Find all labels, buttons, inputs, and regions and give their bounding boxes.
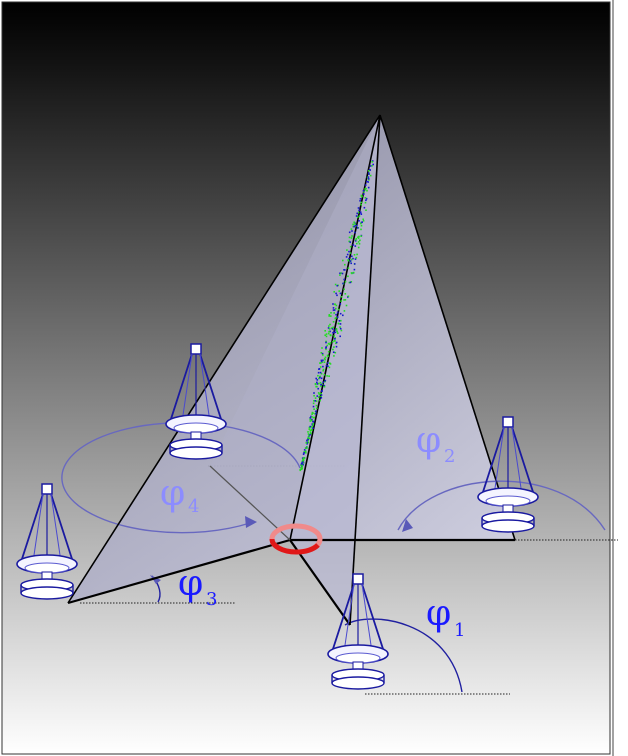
phi1-label: φ 1 xyxy=(426,593,465,641)
phi4-label: φ 4 xyxy=(160,473,199,517)
phi4-arc xyxy=(61,422,301,534)
phi3-label: φ 3 xyxy=(178,563,217,610)
shower-particles xyxy=(299,160,374,472)
svg-text:2: 2 xyxy=(444,446,455,467)
svg-text:4: 4 xyxy=(188,496,199,517)
svg-text:φ: φ xyxy=(426,593,451,634)
svg-text:φ: φ xyxy=(416,420,441,461)
svg-text:1: 1 xyxy=(454,620,465,641)
arc-arrowheads xyxy=(150,516,413,584)
svg-text:φ: φ xyxy=(178,563,203,604)
svg-text:3: 3 xyxy=(206,589,217,610)
svg-text:φ: φ xyxy=(160,473,185,514)
phi1-arc xyxy=(344,618,463,693)
phi2-label: φ 2 xyxy=(416,420,455,467)
